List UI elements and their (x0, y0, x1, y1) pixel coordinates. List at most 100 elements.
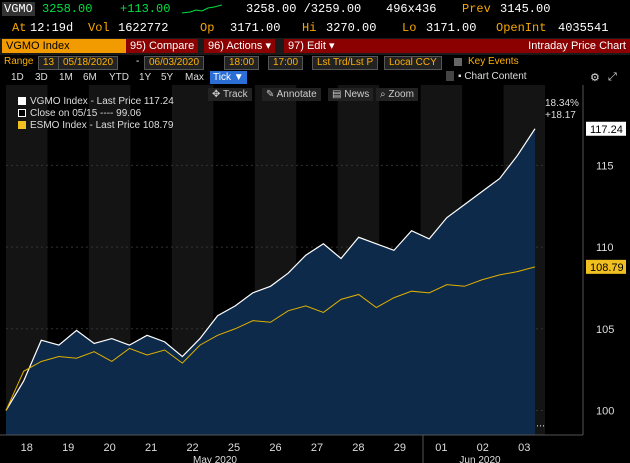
legend-swatch (18, 121, 26, 130)
key-events-label: Key Events (468, 56, 519, 67)
annotation-chg: +18.17 (545, 110, 576, 121)
start-time-field[interactable]: 18:00 (224, 56, 260, 70)
date-separator: - (136, 56, 140, 67)
legend-swatch (18, 97, 26, 106)
vgmo-area (6, 128, 535, 435)
legend-item-close: Close on 05/15 ---- 99.06 (18, 108, 174, 120)
price-field-select[interactable]: Lst Trd/Lst P (312, 56, 379, 70)
prev-label: Prev (462, 2, 491, 16)
x-tick-label: 03 (518, 442, 530, 454)
x-tick-label: 01 (435, 442, 447, 454)
y-tick-label: 115 (596, 160, 614, 172)
end-date-field[interactable]: 06/03/2020 (144, 56, 205, 70)
esmo-last-label-bg (586, 259, 626, 274)
annotate-button[interactable]: ✎ Annotate (262, 88, 321, 101)
x-tick-label: 18 (21, 442, 33, 454)
x-tick-label: 21 (145, 442, 157, 454)
low-value: 3171.00 (426, 21, 477, 35)
period-6m[interactable]: 6M (83, 72, 97, 83)
gear-icon[interactable]: ⚙ (590, 72, 600, 84)
x-tick-label: 25 (228, 442, 240, 454)
period-max[interactable]: Max (185, 72, 204, 83)
openint-value: 4035541 (558, 21, 609, 35)
track-label: Track (222, 89, 248, 100)
quote-bar: VGMO 3258.00 +113.00 3258.00 /3259.00 49… (0, 0, 630, 19)
vgmo-last-label-bg (586, 121, 626, 136)
key-events-checkbox[interactable] (454, 58, 462, 66)
month-label: Jun 2020 (459, 455, 501, 463)
period-1m[interactable]: 1M (59, 72, 73, 83)
x-tick-label: 27 (311, 442, 323, 454)
open-label: Op (200, 21, 215, 35)
period-bar: 1D 3D 1M 6M YTD 1Y 5Y Max Tick ▼ ▪ Chart… (0, 70, 630, 85)
ticker: VGMO (2, 2, 35, 16)
expand-icon[interactable]: ⤢ (608, 71, 617, 83)
prev-value: 3145.00 (500, 2, 551, 16)
y-tick-label: 110 (596, 242, 614, 254)
x-tick-label: 28 (352, 442, 364, 454)
period-3d[interactable]: 3D (35, 72, 48, 83)
bid-ask: 3258.00 /3259.00 (246, 2, 362, 16)
x-tick-label: 19 (62, 442, 74, 454)
esmo-line (5, 266, 536, 411)
range-bar: Range 13 05/18/2020 - 06/03/2020 18:00 1… (0, 55, 630, 70)
quote-time: 12:19d (30, 21, 74, 35)
period-tick[interactable]: Tick ▼ (210, 71, 247, 84)
sparkline-icon (182, 4, 222, 14)
chart-type-icon[interactable] (446, 71, 454, 81)
high-value: 3270.00 (326, 21, 377, 35)
compare-button[interactable]: 95) Compare (126, 39, 199, 53)
period-1y[interactable]: 1Y (139, 72, 152, 83)
zoom-button[interactable]: ⌕ Zoom (376, 88, 418, 101)
last-price: 3258.00 (42, 2, 93, 16)
price-chart[interactable]: 100 105 110 115 117.24 108.79 18.34%+18.17 18 19… (0, 85, 630, 463)
range-days-field[interactable]: 13 (38, 56, 60, 70)
legend-item-vgmo: VGMO Index - Last Price 117.24 (18, 96, 174, 108)
period-ytd[interactable]: YTD (109, 72, 129, 83)
vgmo-line (5, 128, 536, 411)
x-tick-label: 02 (477, 442, 489, 454)
chart-content-button[interactable]: ▪ Chart Content (458, 71, 527, 82)
legend-text: VGMO Index - Last Price 117.24 (30, 96, 174, 107)
chart-legend: VGMO Index - Last Price 117.24 Close on … (18, 96, 174, 132)
chart-content-label: Chart Content (464, 71, 527, 82)
legend-text: ESMO Index - Last Price 108.79 (30, 120, 174, 131)
open-value: 3171.00 (230, 21, 281, 35)
x-tick-label: 22 (186, 442, 198, 454)
legend-text: Close on 05/15 ---- 99.06 (30, 108, 142, 119)
high-label: Hi (302, 21, 317, 35)
end-time-field[interactable]: 17:00 (268, 56, 304, 70)
x-tick-label: 26 (269, 442, 281, 454)
legend-swatch (18, 109, 26, 118)
news-button[interactable]: ▤ News (328, 88, 374, 101)
legend-item-esmo: ESMO Index - Last Price 108.79 (18, 120, 174, 132)
security-field[interactable]: VGMO Index (2, 39, 128, 53)
month-label: May 2020 (193, 455, 237, 463)
x-tick-label: 20 (104, 442, 116, 454)
news-label: News (344, 89, 370, 100)
zoom-label: Zoom (388, 89, 414, 100)
annotate-label: Annotate (276, 89, 317, 100)
currency-select[interactable]: Local CCY (384, 56, 442, 70)
start-date-field[interactable]: 05/18/2020 (58, 56, 119, 70)
vol-label: Vol (88, 21, 110, 35)
x-tick-label: 29 (394, 442, 406, 454)
annotation-pct: 18.34% (545, 98, 579, 109)
vol-value: 1622772 (118, 21, 169, 35)
track-button[interactable]: ✥ Track (208, 88, 252, 101)
at-label: At (12, 21, 27, 35)
menu-bar: VGMO Index 95) Compare 96) Actions ▾ 97)… (0, 38, 630, 55)
period-1d[interactable]: 1D (11, 72, 24, 83)
period-5y[interactable]: 5Y (161, 72, 174, 83)
esmo-last-label: 108.79 (590, 262, 624, 274)
openint-label: OpenInt (496, 21, 547, 35)
vgmo-last-label: 117.24 (590, 124, 623, 136)
actions-menu[interactable]: 96) Actions ▾ (204, 39, 275, 53)
low-label: Lo (402, 21, 417, 35)
range-label: Range (4, 56, 34, 67)
edit-menu[interactable]: 97) Edit ▾ (284, 39, 339, 53)
y-tick-label: 105 (596, 324, 614, 336)
bid-ask-size: 496x436 (386, 2, 437, 16)
price-change: +113.00 (120, 2, 171, 16)
page-title: Intraday Price Chart (338, 39, 630, 53)
